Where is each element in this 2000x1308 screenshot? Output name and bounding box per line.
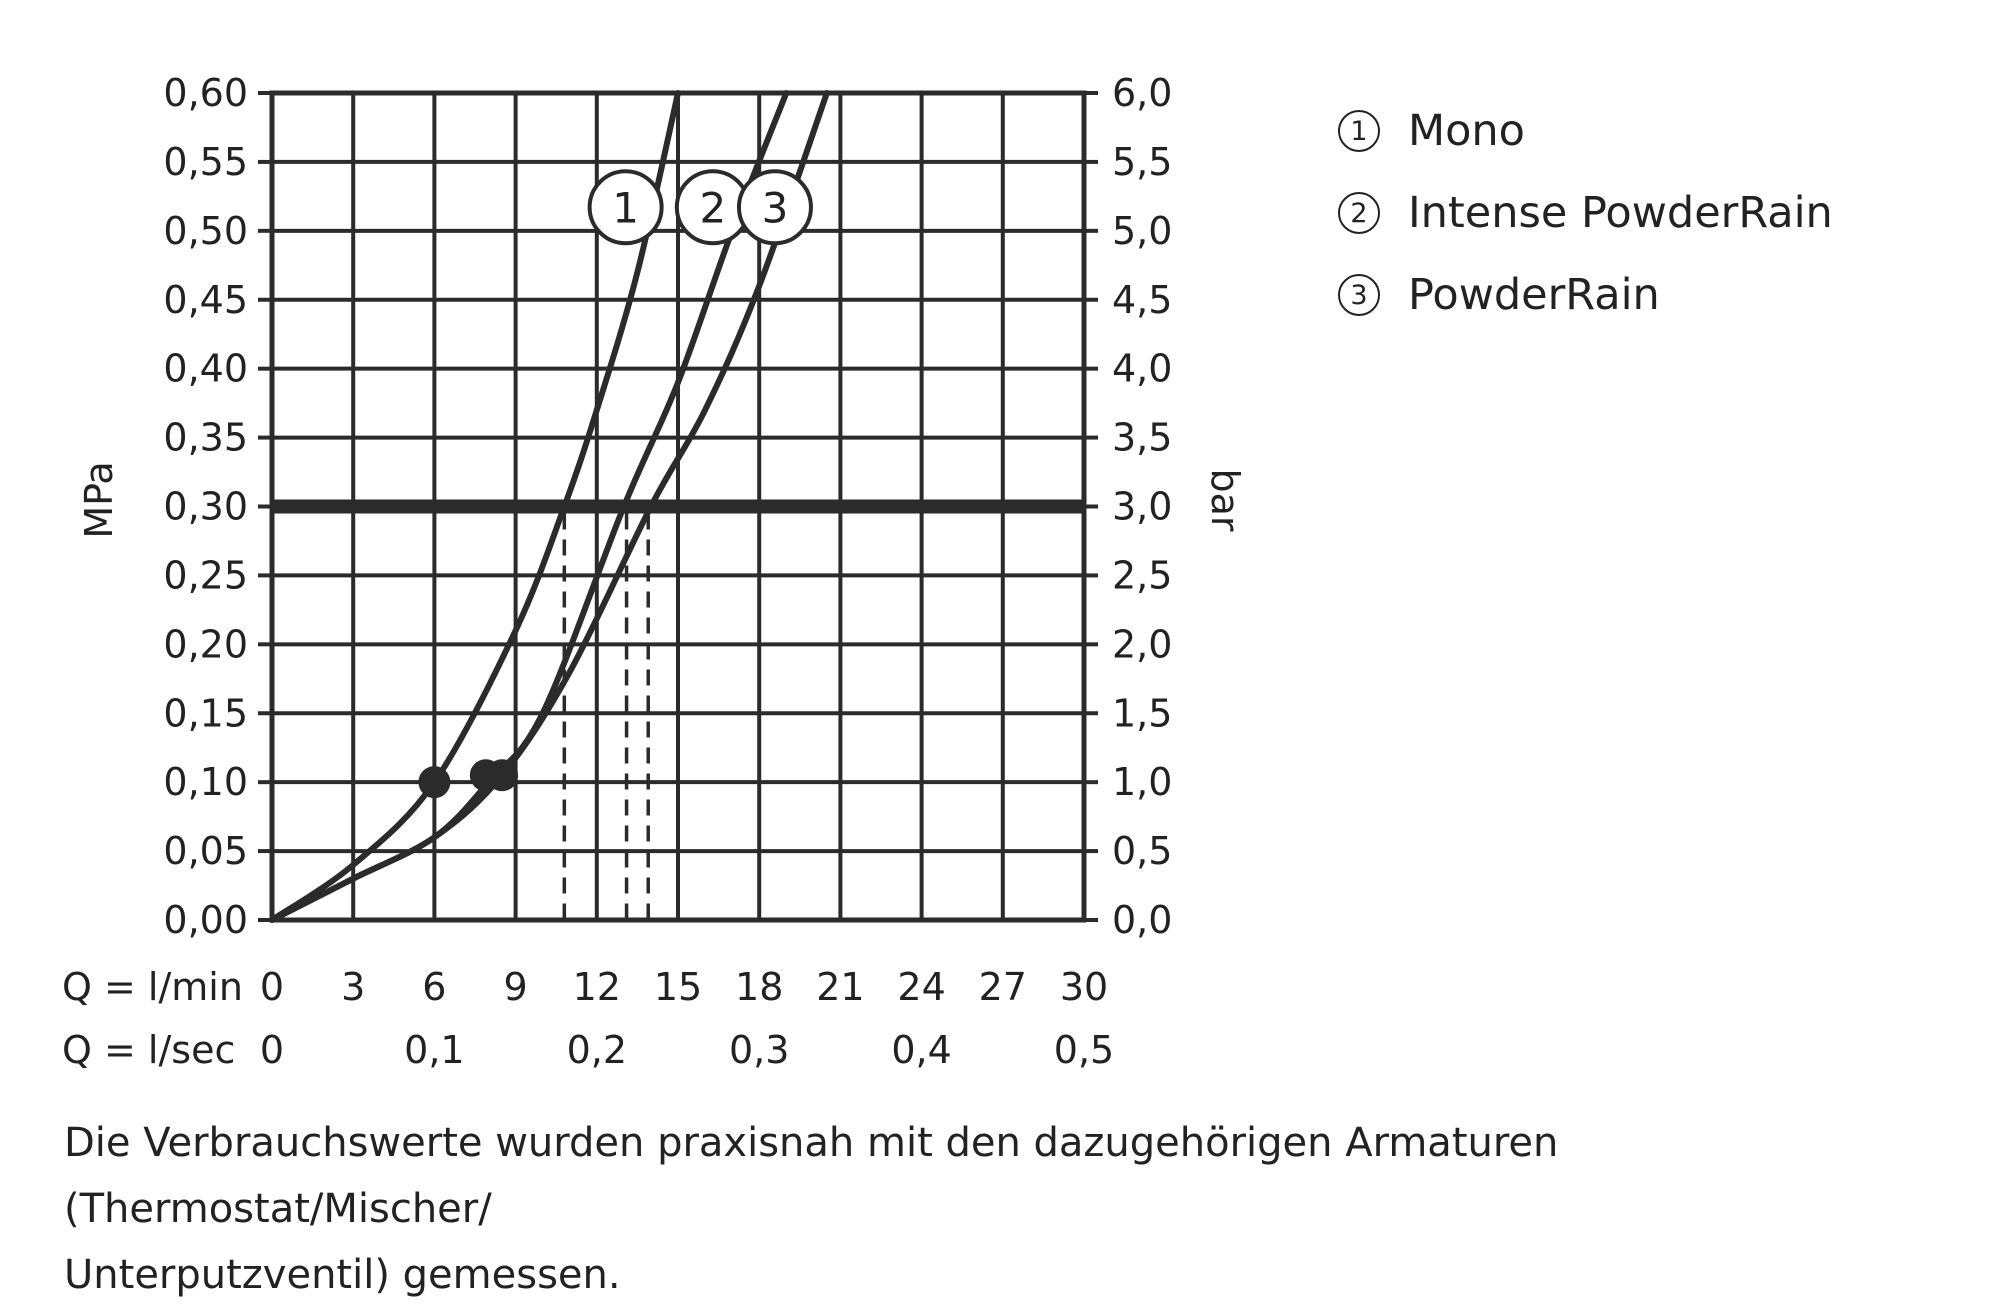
y-tick-label-bar: 3,0 (1112, 485, 1172, 529)
footnote-line-2: Unterputzventil) gemessen. (64, 1252, 621, 1298)
y-tick-label-mpa: 0,50 (163, 209, 248, 253)
y-tick-label-bar: 3,5 (1112, 416, 1172, 460)
legend-label: PowderRain (1408, 270, 1660, 320)
axes (258, 90, 1098, 923)
y-tick-label-bar: 0,0 (1112, 898, 1172, 942)
y-tick-label-bar: 5,5 (1112, 140, 1172, 184)
x-tick-label-lsec: 0,1 (404, 1028, 464, 1072)
y-tick-label-mpa: 0,40 (163, 347, 248, 391)
y-tick-label-mpa: 0,20 (163, 622, 248, 666)
plot-frame (269, 90, 1087, 923)
curve-label-2: 2 (699, 183, 726, 232)
legend: 1 Mono 2 Intense PowderRain 3 PowderRain (1338, 90, 1833, 336)
x-tick-label-lmin: 21 (816, 965, 864, 1009)
y-tick-label-bar: 4,5 (1112, 278, 1172, 322)
y-tick-label-mpa: 0,25 (163, 553, 248, 597)
y-tick-label-mpa: 0,60 (163, 71, 248, 115)
legend-label: Intense PowderRain (1408, 188, 1833, 238)
y-tick-label-bar: 1,5 (1112, 691, 1172, 735)
legend-item-powderrain: 3 PowderRain (1338, 254, 1833, 336)
y-tick-label-mpa: 0,00 (163, 898, 248, 942)
curve-label-1: 1 (612, 183, 639, 232)
x-tick-label-lmin: 15 (654, 965, 702, 1009)
y-tick-label-mpa: 0,55 (163, 140, 248, 184)
legend-label: Mono (1408, 106, 1525, 156)
curve-1 (269, 90, 681, 923)
footnote: Die Verbrauchswerte wurden praxisnah mit… (64, 1110, 1944, 1308)
curve-label-3: 3 (762, 183, 789, 232)
drop-lines (562, 513, 650, 920)
x-tick-label-lsec: 0,2 (567, 1028, 627, 1072)
curve-label-badge-1 (587, 169, 664, 246)
y-tick-label-bar: 2,5 (1112, 553, 1172, 597)
footnote-line-1: Die Verbrauchswerte wurden praxisnah mit… (64, 1120, 1559, 1232)
legend-badge: 1 (1338, 110, 1380, 152)
tick-labels: 0 3 6 9 12 15 18 21 24 27 300 0,1 0,2 0,3 0,4 0,50,00 0,… (163, 71, 1172, 1072)
y-tick-label-bar: 4,0 (1112, 347, 1172, 391)
x-tick-label-lsec: 0,5 (1054, 1028, 1114, 1072)
y-tick-label-mpa: 0,35 (163, 416, 248, 460)
x-tick-label-lmin: 3 (341, 965, 365, 1009)
y-tick-label-bar: 2,0 (1112, 622, 1172, 666)
x-tick-label-lmin: 24 (897, 965, 945, 1009)
y-tick-label-bar: 1,0 (1112, 760, 1172, 804)
x-tick-label-lmin: 18 (735, 965, 783, 1009)
x-tick-label-lsec: 0,3 (729, 1028, 789, 1072)
min-point-marker-1 (418, 766, 451, 799)
y-tick-label-bar: 6,0 (1112, 71, 1172, 115)
x-tick-label-lmin: 27 (979, 965, 1027, 1009)
x-tick-label-lsec: 0 (260, 1028, 284, 1072)
y-axis-label-right: bar (1203, 468, 1247, 531)
y-tick-label-bar: 5,0 (1112, 209, 1172, 253)
x-axis-label-secondary: Q = l/sec (62, 1028, 235, 1072)
x-tick-label-lmin: 6 (422, 965, 446, 1009)
y-axis-label-left: MPa (77, 461, 121, 538)
y-tick-label-mpa: 0,10 (163, 760, 248, 804)
y-tick-label-mpa: 0,45 (163, 278, 248, 322)
y-tick-label-mpa: 0,15 (163, 691, 248, 735)
legend-badge: 2 (1338, 192, 1380, 234)
min-point-marker-3 (486, 759, 519, 792)
y-tick-label-bar: 0,5 (1112, 829, 1172, 873)
x-tick-label-lmin: 0 (260, 965, 284, 1009)
axis-labels: Q = l/min Q = l/sec MPa bar (62, 461, 1247, 1072)
legend-item-mono: 1 Mono (1338, 90, 1833, 172)
curve-label-badge-3 (736, 169, 813, 246)
y-tick-label-mpa: 0,30 (163, 485, 248, 529)
legend-badge: 3 (1338, 274, 1380, 316)
x-tick-label-lmin: 12 (573, 965, 621, 1009)
x-tick-label-lsec: 0,4 (891, 1028, 951, 1072)
x-tick-label-lmin: 30 (1060, 965, 1108, 1009)
legend-item-intense-powderrain: 2 Intense PowderRain (1338, 172, 1833, 254)
y-tick-label-mpa: 0,05 (163, 829, 248, 873)
x-tick-label-lmin: 9 (504, 965, 528, 1009)
curve-3 (269, 90, 830, 923)
x-axis-label-primary: Q = l/min (62, 965, 243, 1009)
